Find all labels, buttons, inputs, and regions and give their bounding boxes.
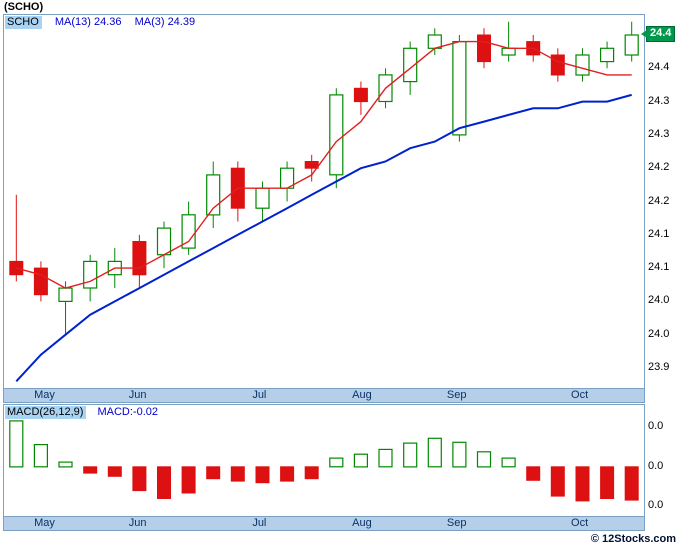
macd-bar-down [83, 466, 98, 474]
candle-up [452, 41, 467, 136]
candle-up [599, 47, 615, 63]
macd-bar-up [378, 448, 393, 468]
price-legend: SCHO MA(13) 24.36 MA(3) 24.39 [5, 16, 196, 29]
price-tick-label: 24.3 [648, 127, 670, 140]
price-tick-label: 24.2 [648, 161, 670, 174]
macd-bar-down [157, 466, 171, 499]
macd-bar-down [132, 466, 147, 492]
price-yaxis: 24.4 24.4 24.3 24.3 24.2 24.2 24.1 24.1 24.0 24.… [640, 14, 680, 403]
page-title: (SCHO) [4, 1, 44, 13]
price-tick-label: 23.9 [648, 361, 670, 374]
candle-up [427, 34, 442, 49]
month-label: Sep [446, 389, 467, 401]
macd-bar-up [33, 443, 48, 468]
candle-down [9, 260, 24, 276]
macd-bar-down [255, 466, 270, 484]
macd-tick-label: 0.0 [648, 420, 664, 433]
last-price-marker: 24.4 [640, 25, 676, 42]
macd-bar-up [427, 437, 442, 468]
macd-legend-label: MACD(26,12,9) [5, 406, 87, 419]
month-label: Oct [571, 389, 589, 401]
macd-tick-label: 0.0 [648, 499, 664, 512]
macd-bar-down [280, 466, 295, 482]
month-label: May [34, 389, 55, 401]
price-chart [9, 21, 639, 382]
candle-down [33, 267, 48, 296]
candle-down [477, 34, 491, 63]
macd-bar-up [403, 442, 418, 468]
macd-legend: MACD(26,12,9) MACD:-0.02 [5, 406, 159, 419]
macd-panel: MACD(26,12,9) MACD:-0.02 May Jun Jul Aug Sep… [3, 404, 645, 531]
macd-bar-down [575, 466, 590, 502]
candle-up [255, 187, 270, 209]
symbol-chip: SCHO [5, 16, 42, 29]
month-label: Aug [352, 517, 372, 529]
macd-bar-down [304, 466, 319, 480]
month-label: Aug [352, 389, 372, 401]
price-tick-label: 24.0 [648, 327, 670, 340]
macd-bar-up [58, 461, 73, 468]
macd-bar-down [181, 466, 196, 494]
macd-bar-down [107, 466, 122, 477]
last-price-value: 24.4 [650, 26, 672, 39]
candle-up [403, 47, 418, 83]
month-label: Jul [252, 517, 267, 529]
candle-up [575, 54, 590, 76]
macd-bar-down [206, 466, 221, 480]
macd-bar-up [329, 457, 344, 468]
watermark: © 12Stocks.com [590, 533, 676, 545]
ma-line [15, 93, 632, 382]
price-tick-label: 24.1 [648, 227, 670, 240]
candle-up [156, 227, 172, 256]
macd-bar-up [476, 451, 492, 468]
macd-bar-down [600, 466, 615, 499]
macd-bar-down [550, 466, 565, 497]
price-panel: SCHO MA(13) 24.36 MA(3) 24.39 May Jun Jul A… [3, 14, 645, 403]
price-tick-label: 24.1 [648, 261, 670, 274]
candle-down [132, 241, 147, 276]
macd-bar-up [353, 453, 368, 468]
candle-down [550, 54, 565, 76]
macd-bar-up [9, 420, 24, 468]
candle-up [501, 47, 516, 56]
price-xaxis-band: May Jun Jul Aug Sep Oct [4, 388, 644, 402]
macd-chart [9, 420, 639, 502]
month-label: Jun [128, 517, 147, 529]
ma-line [16, 40, 632, 289]
macd-yaxis: 0.0 0.0 0.0 [646, 404, 680, 531]
macd-tick-label: 0.0 [648, 459, 664, 472]
macd-bar-down [526, 466, 541, 481]
price-tick-label: 24.3 [648, 94, 670, 107]
month-label: Oct [571, 517, 589, 529]
candle-up [181, 214, 196, 249]
month-label: Jul [252, 389, 267, 401]
macd-bar-down [230, 466, 245, 482]
candle-down [353, 87, 368, 103]
month-label: Jun [128, 389, 147, 401]
macd-xaxis-band: May Jun Jul Aug Sep Oct [4, 516, 644, 530]
macd-value-label: MACD:-0.02 [97, 406, 159, 418]
candle-up [83, 260, 98, 289]
macd-bar-down [624, 466, 639, 501]
price-tick-label: 24.2 [648, 194, 670, 207]
price-tick-label: 24.4 [648, 61, 670, 74]
ma13-legend-label: MA(13) 24.36 [54, 16, 122, 28]
month-label: Sep [446, 517, 467, 529]
candle-up [624, 34, 639, 56]
price-tick-label: 24.0 [648, 294, 670, 307]
month-label: May [34, 517, 55, 529]
candle-up [58, 287, 73, 303]
candle-down [304, 161, 319, 169]
candle-up [329, 94, 344, 176]
macd-bar-up [501, 457, 516, 468]
macd-bar-up [452, 441, 467, 468]
ma3-legend-label: MA(3) 24.39 [134, 16, 196, 28]
